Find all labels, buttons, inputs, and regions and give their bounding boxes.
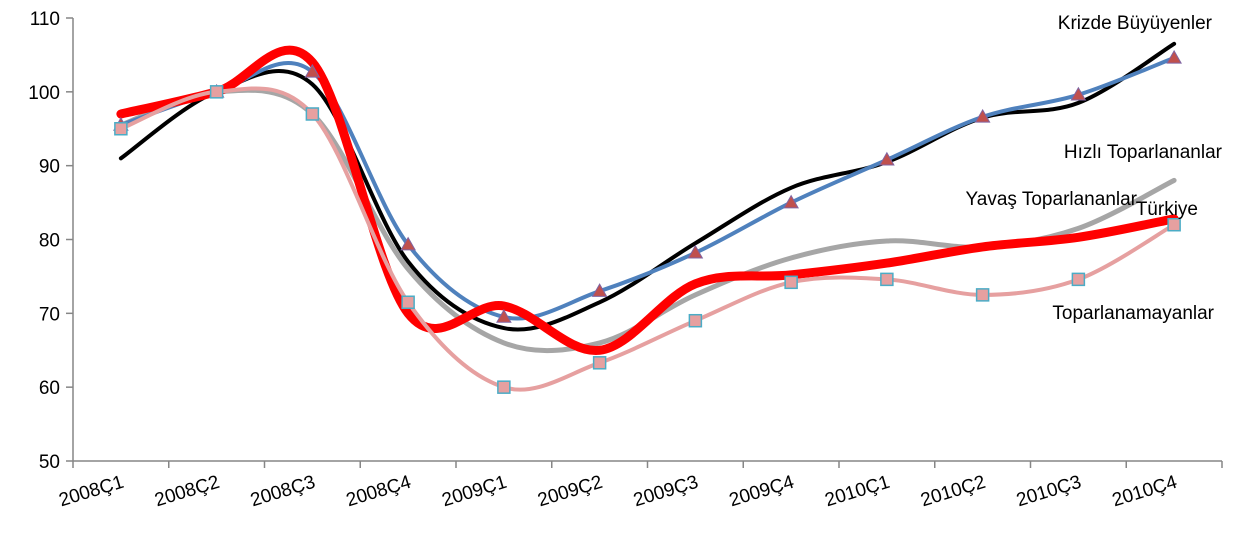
data-point-toparlanamayanlar: [209, 85, 224, 99]
data-point-toparlanamayanlar: [688, 313, 703, 328]
x-tick-label: 2009Ç1: [440, 472, 510, 512]
data-point-hizli-toparlananlar: [687, 244, 704, 259]
series-label: Hızlı Toparlananlar: [1064, 142, 1223, 163]
data-point-hizli-toparlananlar: [879, 151, 895, 166]
data-point-hizli-toparlananlar: [783, 194, 799, 209]
series-label: Türkiye: [1136, 199, 1198, 220]
data-point-hizli-toparlananlar: [591, 283, 608, 297]
data-point-hizli-toparlananlar: [1166, 49, 1182, 64]
y-tick-label: 50: [39, 452, 60, 473]
x-tick-label: 2010Ç4: [1110, 472, 1180, 512]
data-point-toparlanamayanlar: [1071, 272, 1086, 287]
data-point-toparlanamayanlar: [305, 107, 320, 121]
marker-layer: [113, 49, 1182, 394]
data-point-toparlanamayanlar: [114, 122, 128, 136]
series-label-layer: Krizde Büyüyenler Hızlı Toparlananlar Yava…: [966, 13, 1223, 324]
x-tick-label: 2008Ç4: [344, 472, 414, 512]
y-tick-label: 90: [39, 157, 60, 178]
x-tick-label: 2010Ç3: [1014, 472, 1084, 512]
data-point-toparlanamayanlar: [1167, 217, 1181, 232]
axes: 50 60 70 80 90 100 110 2008Ç1 2008Ç2 2008Ç3 2008Ç4…: [28, 9, 1223, 512]
data-point-toparlanamayanlar: [975, 288, 990, 302]
x-tick-label: 2009Ç3: [631, 472, 701, 512]
y-tick-label: 100: [28, 83, 60, 104]
series-line-krizde-buyuyenler: [118, 41, 1177, 332]
data-point-hizli-toparlananlar: [400, 236, 416, 251]
x-tick-label: 2008Ç3: [248, 472, 318, 512]
data-point-hizli-toparlananlar: [496, 309, 512, 323]
y-tick-label: 80: [39, 231, 60, 252]
data-point-hizli-toparlananlar: [1070, 86, 1087, 101]
data-point-toparlanamayanlar: [592, 356, 607, 370]
data-point-toparlanamayanlar: [401, 295, 415, 310]
x-tick-label: 2009Ç2: [535, 472, 605, 512]
y-tick-label: 70: [39, 304, 60, 325]
series-label: Krizde Büyüyenler: [1058, 13, 1213, 34]
series-label: Yavaş Toparlananlar: [966, 189, 1138, 210]
data-point-hizli-toparlananlar: [974, 108, 991, 123]
y-tick-label: 60: [39, 378, 60, 399]
x-tick-label: 2010Ç1: [823, 472, 893, 512]
x-tick-label: 2008Ç2: [152, 472, 222, 512]
series-layer: [116, 41, 1179, 392]
series-line-yavas-toparlananlar: [118, 87, 1177, 354]
data-point-hizli-toparlananlar: [304, 63, 321, 78]
data-point-toparlanamayanlar: [880, 272, 894, 287]
y-tick-label: 110: [30, 9, 60, 30]
data-point-toparlanamayanlar: [497, 380, 511, 394]
series-label: Toparlanamayanlar: [1052, 303, 1214, 324]
x-tick-label: 2008Ç1: [57, 472, 127, 512]
series-line-turkiye: [116, 45, 1179, 355]
x-tick-label: 2010Ç2: [918, 472, 988, 512]
x-tick-label: 2009Ç4: [727, 472, 797, 512]
data-point-toparlanamayanlar: [784, 275, 798, 290]
